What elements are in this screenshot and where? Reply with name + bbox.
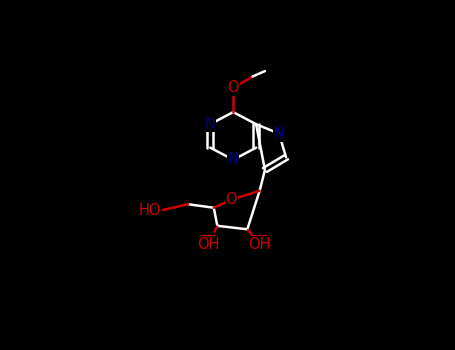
Text: O: O <box>226 192 237 207</box>
Text: N: N <box>228 152 238 167</box>
Text: N: N <box>273 126 284 141</box>
Text: OH: OH <box>248 237 271 252</box>
Text: N: N <box>205 117 216 132</box>
Text: HO: HO <box>138 203 161 218</box>
Text: O: O <box>228 80 239 95</box>
Text: OH: OH <box>197 237 220 252</box>
